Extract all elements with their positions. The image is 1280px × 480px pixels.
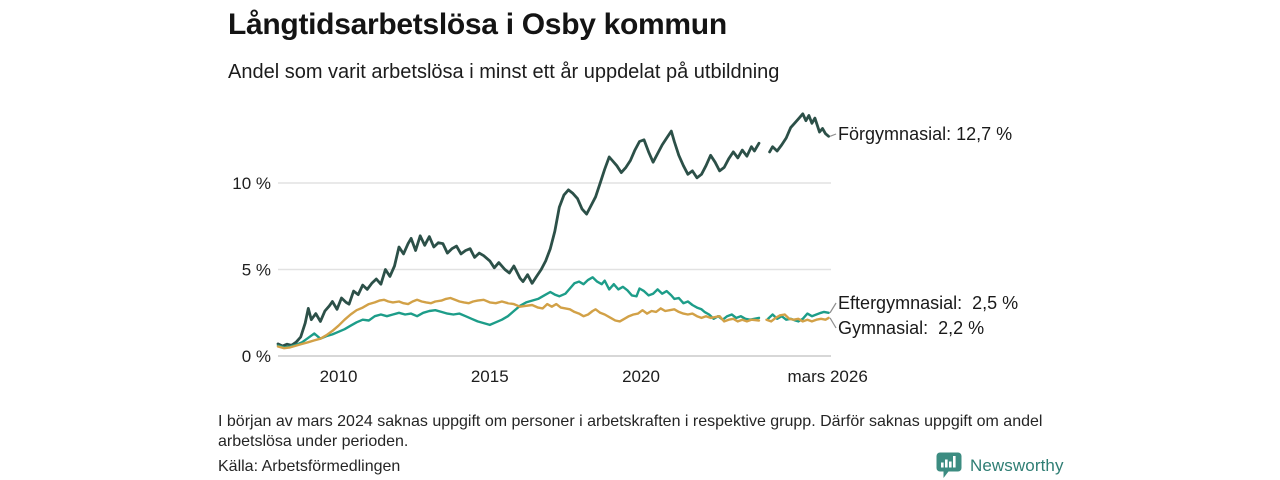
series-line-eftergymnasial	[276, 276, 761, 349]
newsworthy-logo-text: Newsworthy	[970, 455, 1064, 475]
x-tick-label: 2020	[622, 367, 660, 386]
y-tick-label: 5 %	[242, 261, 271, 280]
chart-subtitle: Andel som varit arbetslösa i minst ett å…	[228, 61, 780, 83]
series-end-label-förgymnasial: Förgymnasial: 12,7 %	[838, 124, 1012, 144]
x-tick-label: 2015	[471, 367, 509, 386]
annotation-connector	[829, 317, 837, 329]
annotation-connector	[829, 302, 837, 314]
x-tick-label: 2010	[320, 367, 358, 386]
newsworthy-logo: Newsworthy	[936, 452, 1064, 479]
series-line-gymnasial	[276, 296, 761, 350]
footnote-text: I början av mars 2024 saknas uppgift om …	[218, 413, 1043, 450]
page-title: Långtidsarbetslösa i Osby kommun	[228, 8, 727, 41]
series-line-gymnasial	[765, 313, 830, 323]
y-tick-label: 10 %	[232, 174, 271, 193]
series-end-label-eftergymnasial: Eftergymnasial: 2,5 %	[838, 293, 1018, 313]
series-end-label-gymnasial: Gymnasial: 2,2 %	[838, 318, 984, 338]
series-line-eftergymnasial	[766, 310, 830, 323]
annotation-connector	[829, 133, 837, 137]
series-line-förgymnasial	[276, 129, 761, 348]
source-text: Källa: Arbetsförmedlingen	[218, 458, 401, 475]
y-tick-label: 0 %	[242, 347, 271, 366]
series-line-förgymnasial	[768, 112, 830, 154]
x-tick-label: mars 2026	[787, 367, 867, 386]
bar-chart-speech-bubble-icon	[936, 452, 962, 478]
